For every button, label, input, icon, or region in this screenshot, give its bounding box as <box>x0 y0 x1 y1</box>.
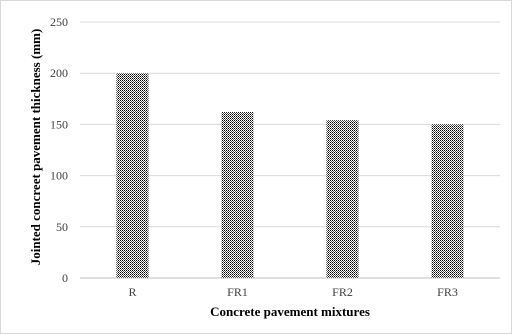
x-axis-title: Concrete pavement mixtures <box>210 304 370 319</box>
x-tick-label: FR3 <box>437 285 458 299</box>
y-tick-label: 200 <box>50 66 68 80</box>
x-tick-label: R <box>128 285 136 299</box>
x-tick-label: FR2 <box>332 285 353 299</box>
x-tick-label: FR1 <box>227 285 248 299</box>
y-tick-labels: 0 50 100 150 200 250 <box>50 15 68 285</box>
y-tick-label: 50 <box>56 220 68 234</box>
bar-fr2 <box>326 120 359 278</box>
y-axis-title: Jointed concreet pavement thickness (mm) <box>28 29 43 266</box>
y-tick-label: 150 <box>50 117 68 131</box>
x-tick-labels: R FR1 FR2 FR3 <box>128 285 457 299</box>
bar-fr3 <box>431 124 464 279</box>
bar-r <box>116 73 149 278</box>
bar-fr1 <box>221 112 254 278</box>
y-tick-label: 250 <box>50 15 68 29</box>
y-tick-label: 100 <box>50 169 68 183</box>
bars <box>116 73 464 279</box>
y-tick-label: 0 <box>62 271 68 285</box>
gridlines <box>80 21 500 279</box>
